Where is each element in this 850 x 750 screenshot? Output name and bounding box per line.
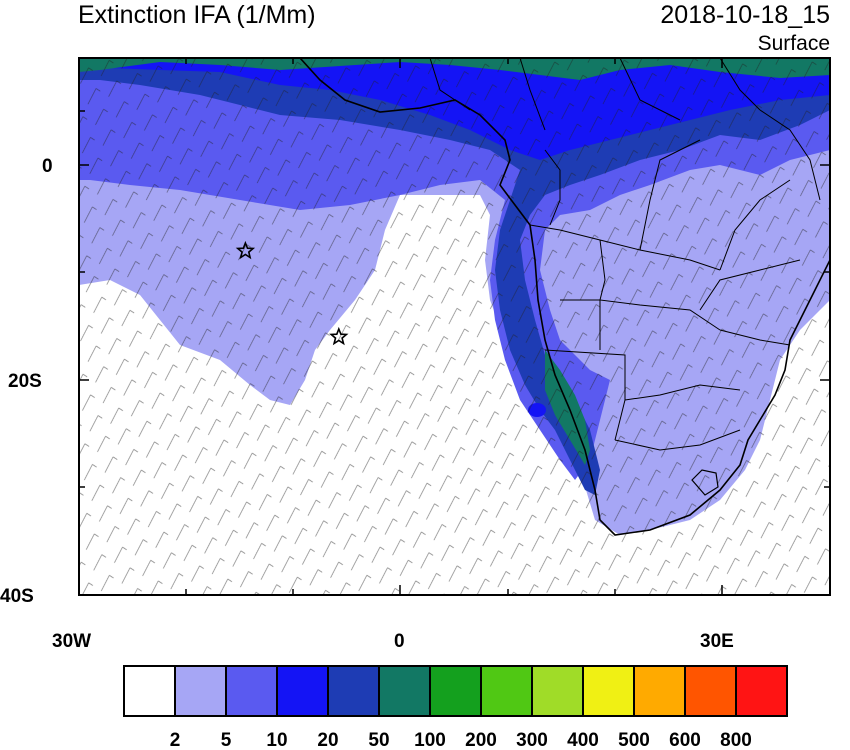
map-title: Extinction IFA (1/Mm) <box>78 1 316 29</box>
plot-frame <box>78 57 831 596</box>
colorbar-label: 300 <box>516 730 548 750</box>
colorbar-label: 10 <box>266 730 287 750</box>
colorbar-swatch <box>735 665 788 717</box>
colorbar-swatch <box>480 665 533 717</box>
colorbar-swatch <box>327 665 380 717</box>
map-level: Surface <box>757 32 830 55</box>
lon-label-30e: 30E <box>700 631 734 652</box>
colorbar-swatch <box>276 665 329 717</box>
map-datetime: 2018-10-18_15 <box>660 1 830 29</box>
lat-label-0: 0 <box>42 156 53 177</box>
lat-label-20s: 20S <box>8 371 42 392</box>
colorbar-label: 800 <box>720 730 752 750</box>
lat-label-40s: 40S <box>0 586 34 607</box>
colorbar: 2 5 10 20 50 100 200 300 400 500 600 800 <box>123 665 788 750</box>
colorbar-swatch <box>378 665 431 717</box>
colorbar-swatch <box>684 665 737 717</box>
colorbar-swatch <box>174 665 227 717</box>
plot-area <box>79 58 830 595</box>
colorbar-swatch <box>225 665 278 717</box>
colorbar-label: 5 <box>221 730 232 750</box>
axis-ticks <box>78 58 830 596</box>
colorbar-swatch <box>123 665 176 717</box>
colorbar-label: 600 <box>669 730 701 750</box>
star-marker <box>329 326 349 346</box>
marker-layer <box>235 240 349 346</box>
colorbar-label: 20 <box>317 730 338 750</box>
lon-label-30w: 30W <box>52 631 91 652</box>
star-marker <box>235 240 256 260</box>
lesotho-outline <box>691 469 719 496</box>
country-borders <box>429 58 821 451</box>
colorbar-label: 2 <box>170 730 181 750</box>
colorbar-label: 100 <box>414 730 446 750</box>
colorbar-swatch <box>429 665 482 717</box>
colorbar-swatch <box>531 665 584 717</box>
colorbar-label: 500 <box>618 730 650 750</box>
lon-label-0: 0 <box>394 631 405 652</box>
colorbar-label: 400 <box>567 730 599 750</box>
colorbar-label: 200 <box>465 730 497 750</box>
colorbar-swatch <box>633 665 686 717</box>
colorbar-swatch <box>582 665 635 717</box>
wind-barb-field <box>79 58 830 595</box>
colorbar-label: 50 <box>368 730 389 750</box>
